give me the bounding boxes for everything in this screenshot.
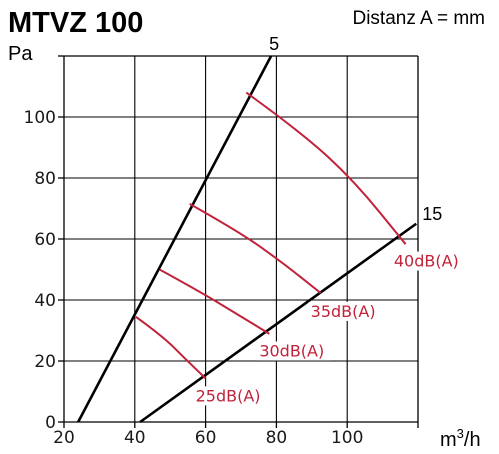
boundary-label-5: 5 (269, 34, 279, 54)
boundary-lines: 5 15 (77, 34, 442, 424)
curve-35dB(A) (189, 203, 322, 294)
sound-level-curves (135, 91, 407, 380)
curve-30dB(A) (159, 268, 270, 335)
x-tick-label: 80 (266, 428, 288, 448)
x-tick-label: 40 (124, 428, 146, 448)
curve-label-35dB(A): 35dB(A) (311, 302, 376, 321)
curve-label-40dB(A): 40dB(A) (394, 252, 459, 271)
curve-label-bg (391, 251, 466, 271)
curve-label-bg (193, 386, 267, 406)
boundary-line-5 (77, 55, 273, 423)
curve-40dB(A) (245, 91, 407, 245)
x-tick-label: 20 (53, 428, 75, 448)
x-tick-label: 60 (195, 428, 217, 448)
x-tick-label: 100 (331, 428, 363, 448)
boundary-label-15: 15 (422, 204, 442, 224)
chart-title: MTVZ 100 (8, 7, 143, 39)
x-axis-label-tail: /h (464, 429, 481, 451)
x-axis-label-base: m (440, 429, 457, 451)
distance-note: Distanz A = mm (352, 8, 485, 29)
curve-label-bg (257, 341, 331, 361)
y-axis-label: Pa (8, 43, 33, 65)
x-axis-label-sup: 3 (457, 426, 464, 441)
curve-label-25dB(A): 25dB(A) (196, 386, 261, 405)
y-tick-label: 20 (34, 352, 56, 372)
boundary-line-15 (139, 222, 417, 424)
curve-labels: 25dB(A) 30dB(A) 35dB(A) 40dB(A) (193, 251, 466, 406)
y-tick-label: 40 (34, 291, 56, 311)
y-tick-label: 0 (45, 413, 56, 433)
y-tick-label: 60 (34, 230, 56, 250)
x-axis-label: m3/h (440, 426, 481, 451)
grid (58, 55, 419, 428)
y-tick-label: 80 (34, 169, 56, 189)
curve-label-bg (308, 301, 382, 321)
y-tick-label: 100 (24, 108, 56, 128)
curve-label-30dB(A): 30dB(A) (259, 342, 324, 361)
curve-25dB(A) (135, 315, 207, 380)
